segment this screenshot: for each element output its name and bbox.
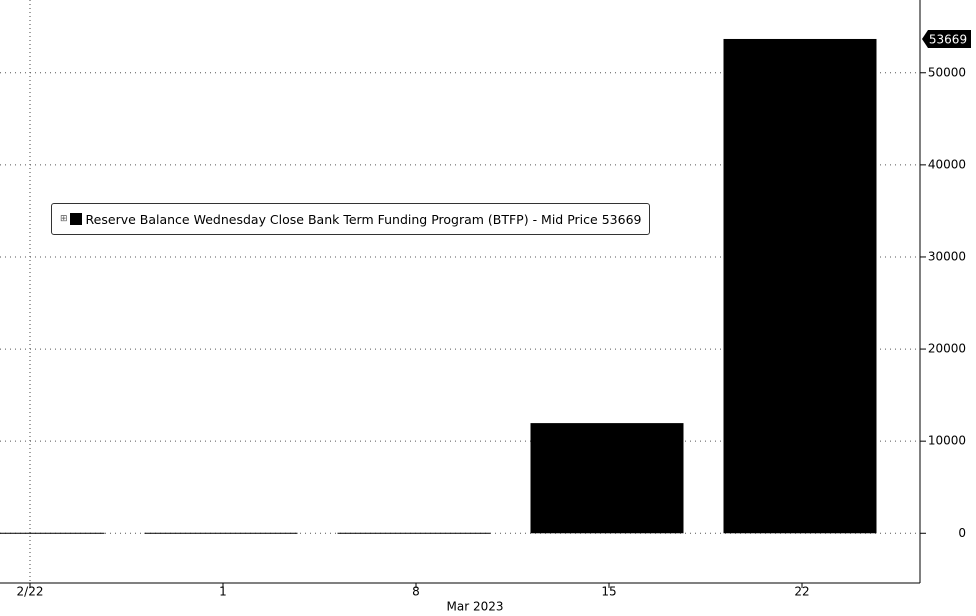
legend-value: 53669 (601, 211, 642, 227)
y-tick-label: 0 (958, 526, 966, 540)
y-tick-label: 50000 (928, 65, 966, 79)
bar (530, 423, 684, 534)
x-tick-label: 1 (219, 585, 227, 599)
last-value-label: 53669 (929, 32, 967, 46)
legend-swatch (69, 213, 82, 225)
bar (144, 532, 298, 534)
x-period-label: Mar 2023 (447, 600, 504, 614)
y-tick-label: 20000 (928, 342, 966, 356)
bar (337, 532, 491, 534)
x-tick-label: 2/22 (17, 585, 44, 599)
y-tick-label: 40000 (928, 157, 966, 171)
last-value-tag (922, 29, 971, 48)
x-tick-label: 8 (412, 585, 420, 599)
bar (0, 532, 105, 534)
bar (723, 38, 877, 534)
y-tick-label: 30000 (928, 249, 966, 263)
legend-icon: ⊞ (60, 214, 68, 224)
x-tick-label: 15 (601, 585, 616, 599)
legend-label: Reserve Balance Wednesday Close Bank Ter… (85, 211, 598, 227)
legend: ⊞ Reserve Balance Wednesday Close Bank T… (51, 203, 651, 235)
y-tick-label: 10000 (928, 434, 966, 448)
x-tick-label: 22 (794, 585, 809, 599)
